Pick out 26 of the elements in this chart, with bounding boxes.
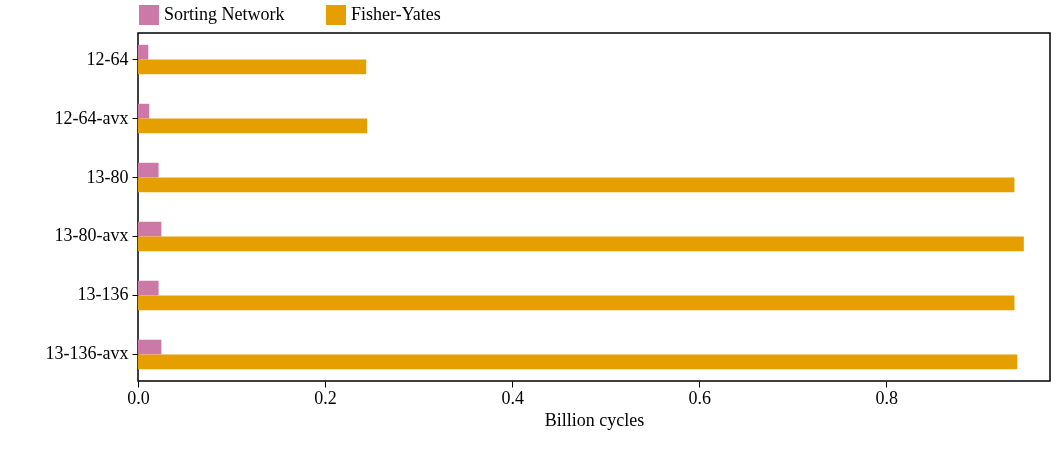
legend-label: Fisher-Yates <box>351 4 441 24</box>
x-axis-title: Billion cycles <box>544 409 645 430</box>
x-tick-label: 0.2 <box>314 387 337 408</box>
bar <box>138 295 1015 311</box>
bar <box>138 354 1018 370</box>
y-tick-label: 13-80-avx <box>54 225 129 246</box>
y-tick-label: 13-136 <box>77 284 129 305</box>
bar <box>138 339 162 355</box>
y-tick-label: 13-80 <box>86 166 129 187</box>
legend-label: Sorting Network <box>164 4 285 24</box>
bar <box>138 221 162 237</box>
bar <box>138 118 368 134</box>
x-tick-label: 0.6 <box>688 387 711 408</box>
y-tick-label: 13-136-avx <box>45 343 129 364</box>
y-tick-label: 12-64 <box>86 48 129 69</box>
bar <box>138 162 159 178</box>
bar <box>138 44 149 60</box>
x-tick-label: 0.0 <box>127 387 150 408</box>
x-tick-label: 0.8 <box>875 387 899 408</box>
bar <box>138 280 159 296</box>
x-tick-label: 0.4 <box>501 387 524 408</box>
bar <box>138 59 367 75</box>
bar <box>138 103 150 119</box>
bar <box>138 236 1024 252</box>
bar <box>138 177 1015 193</box>
y-tick-label: 12-64-avx <box>54 107 129 128</box>
